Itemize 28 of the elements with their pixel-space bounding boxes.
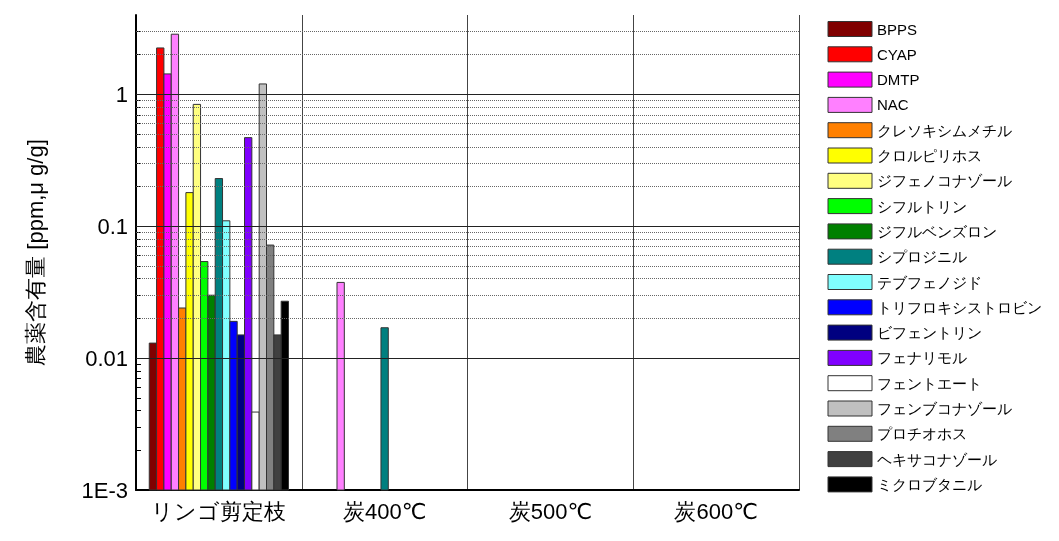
legend-label: シプロジニル bbox=[877, 248, 967, 266]
legend-label: トリフロキシストロビン bbox=[877, 298, 1042, 316]
legend-label: ミクロブタニル bbox=[877, 475, 982, 493]
y-tick-label: 0.01 bbox=[85, 345, 128, 371]
legend-label: プロチオホス bbox=[877, 425, 967, 443]
y-tick-label: 1E-3 bbox=[81, 477, 128, 503]
legend-label: テブフェノジド bbox=[877, 273, 982, 291]
legend-label: シフルトリン bbox=[877, 197, 967, 215]
x-tick-label: 炭600℃ bbox=[674, 498, 758, 524]
legend-label: CYAP bbox=[877, 45, 917, 63]
x-tick-label: リンゴ剪定枝 bbox=[151, 498, 287, 524]
y-axis-title: 農薬含有量 [ppm,μ g/g] bbox=[22, 139, 48, 366]
x-tick-label: 炭400℃ bbox=[342, 498, 427, 524]
legend-label: フェナリモル bbox=[877, 349, 967, 367]
y-tick-label: 1 bbox=[115, 81, 128, 107]
legend-label: ヘキサコナゾール bbox=[877, 450, 997, 468]
y-tick-label: 0.1 bbox=[97, 213, 128, 239]
legend-label: DMTP bbox=[877, 71, 920, 89]
legend-label: クロルピリホス bbox=[877, 147, 982, 164]
legend-label: フェンブコナゾール bbox=[877, 400, 1012, 417]
legend-label: NAC bbox=[877, 96, 909, 114]
legend-label: クレソキシムメチル bbox=[877, 121, 1012, 139]
legend-label: ジフェノコナゾール bbox=[877, 172, 1012, 190]
legend-label: ビフェントリン bbox=[877, 324, 982, 342]
x-tick-label: 炭500℃ bbox=[508, 498, 593, 524]
legend-label: ジフルベンズロン bbox=[877, 222, 997, 240]
legend-label: BPPS bbox=[877, 20, 918, 38]
legend-label: フェントエート bbox=[877, 374, 982, 392]
